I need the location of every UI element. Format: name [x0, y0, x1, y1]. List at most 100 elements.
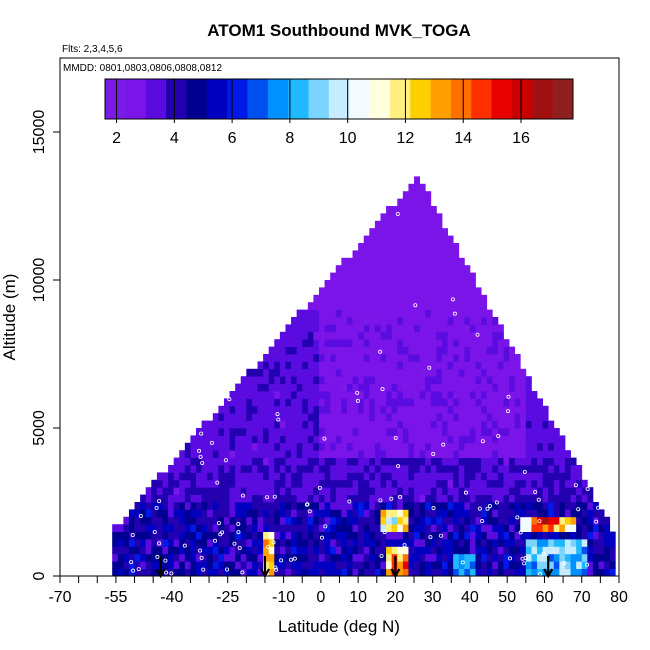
- heatmap-cell: [251, 539, 258, 547]
- y-axis-label: Altitude (m): [0, 274, 19, 361]
- heatmap-cell: [430, 539, 437, 547]
- heatmap-cell: [481, 457, 488, 466]
- sample-marker: [155, 554, 160, 559]
- heatmap-cell: [408, 479, 415, 488]
- heatmap-cell: [179, 502, 186, 510]
- colorbar-swatch: [206, 79, 228, 119]
- heatmap-cell: [397, 524, 404, 532]
- heatmap-cell: [218, 568, 225, 577]
- heatmap-cell: [564, 472, 571, 481]
- heatmap-cell: [263, 546, 270, 555]
- sample-marker: [515, 515, 520, 520]
- heatmap-cell: [352, 442, 359, 451]
- heatmap-cell: [268, 428, 275, 436]
- heatmap-cell: [212, 502, 219, 510]
- heatmap-cell: [279, 428, 286, 436]
- heatmap-cell: [223, 479, 230, 488]
- heatmap-cell: [492, 317, 499, 325]
- heatmap-cell: [380, 479, 387, 488]
- heatmap-cell: [324, 331, 331, 340]
- heatmap-cell: [196, 524, 203, 532]
- heatmap-cell: [475, 502, 482, 510]
- heatmap-cell: [229, 428, 236, 436]
- heatmap-cell: [570, 539, 577, 547]
- heatmap-cell: [145, 494, 152, 503]
- heatmap-cell: [251, 420, 258, 429]
- heatmap-cell: [346, 368, 353, 377]
- heatmap-cell: [257, 442, 264, 451]
- heatmap-cell: [346, 324, 353, 333]
- heatmap-cell: [391, 294, 398, 303]
- heatmap-cell: [436, 257, 443, 266]
- heatmap-cell: [391, 398, 398, 407]
- heatmap-cell: [335, 502, 342, 510]
- heatmap-cell: [469, 472, 476, 481]
- heatmap-cell: [542, 413, 549, 421]
- heatmap-cell: [408, 450, 415, 458]
- heatmap-cell: [386, 383, 393, 392]
- heatmap-cell: [201, 487, 208, 495]
- heatmap-cell: [386, 346, 393, 355]
- heatmap-cell: [307, 502, 314, 510]
- heatmap-cell: [531, 428, 538, 436]
- heatmap-cell: [341, 442, 348, 451]
- heatmap-cell: [414, 191, 421, 199]
- heatmap-cell: [380, 457, 387, 466]
- heatmap-cell: [369, 561, 376, 569]
- heatmap-cell: [307, 435, 314, 444]
- colorbar-swatch: [186, 79, 208, 119]
- heatmap-cell: [520, 450, 527, 458]
- heatmap-cell: [307, 391, 314, 399]
- heatmap-cell: [369, 391, 376, 399]
- heatmap-cell: [564, 531, 571, 540]
- heatmap-cell: [296, 509, 303, 518]
- heatmap-cell: [302, 398, 309, 407]
- heatmap-cell: [408, 250, 415, 259]
- heatmap-cell: [296, 435, 303, 444]
- heatmap-cell: [453, 472, 460, 481]
- sample-marker: [523, 556, 528, 561]
- heatmap-cell: [179, 450, 186, 458]
- heatmap-cell: [402, 220, 409, 229]
- heatmap-cell: [397, 220, 404, 229]
- heatmap-cell: [274, 539, 281, 547]
- heatmap-cell: [296, 465, 303, 473]
- heatmap-cell: [503, 398, 510, 407]
- heatmap-cell: [469, 539, 476, 547]
- heatmap-cell: [235, 472, 242, 481]
- heatmap-cell: [419, 287, 426, 296]
- x-tick-label: -40: [160, 589, 183, 606]
- heatmap-cell: [319, 346, 325, 355]
- heatmap-cell: [453, 398, 460, 407]
- heatmap-cell: [391, 250, 398, 259]
- heatmap-cell: [352, 465, 359, 473]
- colorbar-swatch: [267, 79, 289, 119]
- heatmap-cell: [402, 405, 409, 414]
- heatmap-cell: [352, 553, 359, 562]
- heatmap-cell: [173, 457, 180, 466]
- heatmap-cell: [380, 294, 387, 303]
- heatmap-cell: [481, 346, 488, 355]
- heatmap-cell: [486, 405, 493, 414]
- heatmap-cell: [246, 479, 253, 488]
- heatmap-cell: [441, 257, 448, 266]
- heatmap-cell: [414, 235, 421, 244]
- heatmap-cell: [341, 346, 348, 355]
- heatmap-cell: [291, 494, 298, 503]
- heatmap-cell: [576, 531, 583, 540]
- heatmap-cell: [302, 361, 309, 370]
- heatmap-cell: [548, 516, 555, 525]
- heatmap-cell: [374, 235, 381, 244]
- heatmap-cell: [212, 442, 219, 451]
- heatmap-cell: [268, 502, 275, 510]
- heatmap-cell: [112, 531, 119, 540]
- heatmap-cell: [235, 383, 242, 392]
- sample-marker: [506, 394, 511, 399]
- heatmap-cell: [520, 546, 527, 555]
- sample-marker: [594, 519, 599, 524]
- sample-marker: [485, 506, 490, 511]
- heatmap-cell: [296, 487, 303, 495]
- heatmap-cell: [581, 502, 588, 510]
- heatmap-cell: [218, 442, 225, 451]
